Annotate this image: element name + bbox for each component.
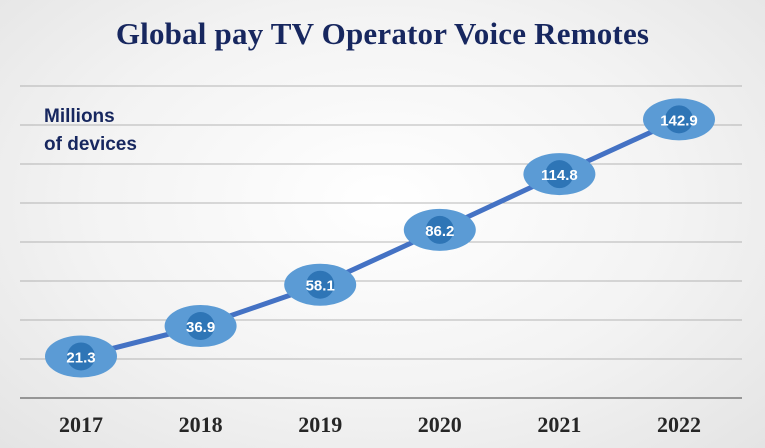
x-axis: 2017 2018 2019 2020 2021 2022 <box>59 412 701 437</box>
x-tick-label: 2020 <box>418 412 462 437</box>
data-point: 58.1 <box>284 263 357 306</box>
unit-label: Millions of devices <box>44 103 137 159</box>
data-point: 86.2 <box>403 208 476 251</box>
data-point-core <box>186 312 215 341</box>
x-tick-label: 2018 <box>179 412 223 437</box>
x-tick-label: 2019 <box>298 412 342 437</box>
x-tick-label: 2021 <box>537 412 581 437</box>
x-tick-label: 2022 <box>657 412 701 437</box>
data-label: 86.2 <box>425 223 454 240</box>
data-point: 21.3 <box>45 335 117 378</box>
data-label: 58.1 <box>306 278 335 295</box>
data-point-core <box>545 160 574 189</box>
data-point-core <box>67 342 95 371</box>
data-label: 114.8 <box>541 167 578 184</box>
data-label: 36.9 <box>186 319 215 336</box>
x-tick-label: 2017 <box>59 412 103 437</box>
data-point: 142.9 <box>643 98 715 141</box>
data-point-core <box>306 270 335 299</box>
data-point: 36.9 <box>164 305 237 348</box>
data-label: 21.3 <box>66 349 95 366</box>
unit-label-line-2: of devices <box>44 134 137 155</box>
data-label: 142.9 <box>660 112 698 129</box>
data-point-core <box>425 215 454 244</box>
data-markers: 21.3 36.9 58.1 86.2 114.8 142.9 <box>45 98 715 378</box>
unit-label-line-1: Millions <box>44 106 115 127</box>
chart-title: Global pay TV Operator Voice Remotes <box>115 16 650 51</box>
gridlines <box>20 85 742 399</box>
data-point-core <box>665 105 693 134</box>
data-point: 114.8 <box>523 153 596 196</box>
